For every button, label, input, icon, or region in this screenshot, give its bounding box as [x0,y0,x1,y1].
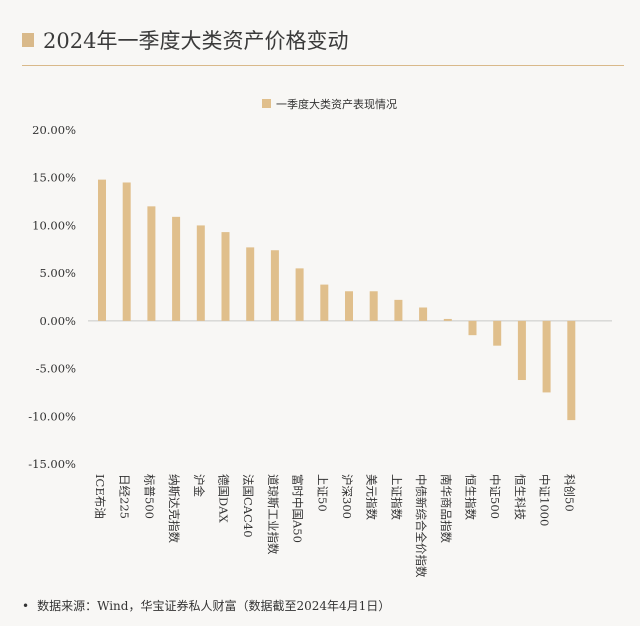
bar [419,307,428,321]
y-tick-label: 10.00% [32,218,76,232]
x-tick-label: 美元指数 [365,474,379,520]
y-tick-label: -5.00% [36,362,76,376]
page-title: 2024年一季度大类资产价格变动 [43,29,349,53]
x-tick-label: 恒生指数 [464,474,478,520]
x-tick-label: 中证1000 [538,474,552,526]
bar [567,320,576,421]
bar [443,318,452,321]
bar [517,320,526,381]
x-tick-label: 中债新综合全价指数 [414,474,428,578]
bullet-icon: • [22,598,30,613]
bar [221,232,230,321]
data-source-note: • 数据来源：Wind，华宝证券私人财富（数据截至2024年4月1日） [22,597,390,614]
x-tick-label: 科创50 [562,474,576,512]
y-tick-label: -10.00% [28,409,76,423]
data-source-text: 数据来源：Wind，华宝证券私人财富（数据截至2024年4月1日） [37,599,391,613]
x-tick-label: 中证500 [488,474,502,519]
title-underline [22,65,624,66]
bar [122,182,131,321]
x-tick-label: 上证50 [315,474,329,512]
x-tick-label: 道琼斯工业指数 [266,474,280,555]
bar [246,247,255,321]
bar [295,268,304,321]
bar [345,291,353,321]
x-tick-label: 日经225 [118,474,132,519]
x-tick-label: 沪金 [192,474,206,497]
bar [98,179,106,321]
bar [468,320,477,336]
x-tick-label: ICE布油 [93,474,107,519]
bottom-frame [0,626,640,640]
bar [394,299,403,321]
x-tick-label: 恒生科技 [513,474,527,520]
bar [147,206,156,321]
x-tick-label: 标普500 [142,474,156,519]
bar [369,291,378,321]
y-tick-label: 5.00% [39,266,76,280]
x-tick-label: 德国DAX [217,474,231,524]
bar [493,320,502,346]
bar [320,284,329,321]
y-tick-label: 15.00% [32,171,76,185]
x-tick-label: 南华商品指数 [439,474,453,543]
x-tick-label: 沪深300 [340,474,354,519]
x-tick-label: 上证指数 [389,474,403,520]
bar [270,250,279,321]
legend-label: 一季度大类资产表现情况 [276,97,397,111]
y-tick-label: -15.00% [28,457,76,471]
title-marker [22,33,34,47]
bar [542,320,551,393]
header: 2024年一季度大类资产价格变动 [22,22,348,58]
y-tick-label: 0.00% [39,314,76,328]
x-tick-label: 纳斯达克指数 [167,474,181,543]
x-tick-label: 富时中国A50 [291,474,305,543]
bar [172,216,181,321]
legend-swatch [262,99,271,108]
bar [196,225,205,321]
bar-chart: 一季度大类资产表现情况 20.00% 15.00% 10.00% 5.00% 0.00% -… [28,97,612,578]
y-tick-label: 20.00% [32,123,76,137]
x-tick-label: 法国CAC40 [241,474,255,538]
